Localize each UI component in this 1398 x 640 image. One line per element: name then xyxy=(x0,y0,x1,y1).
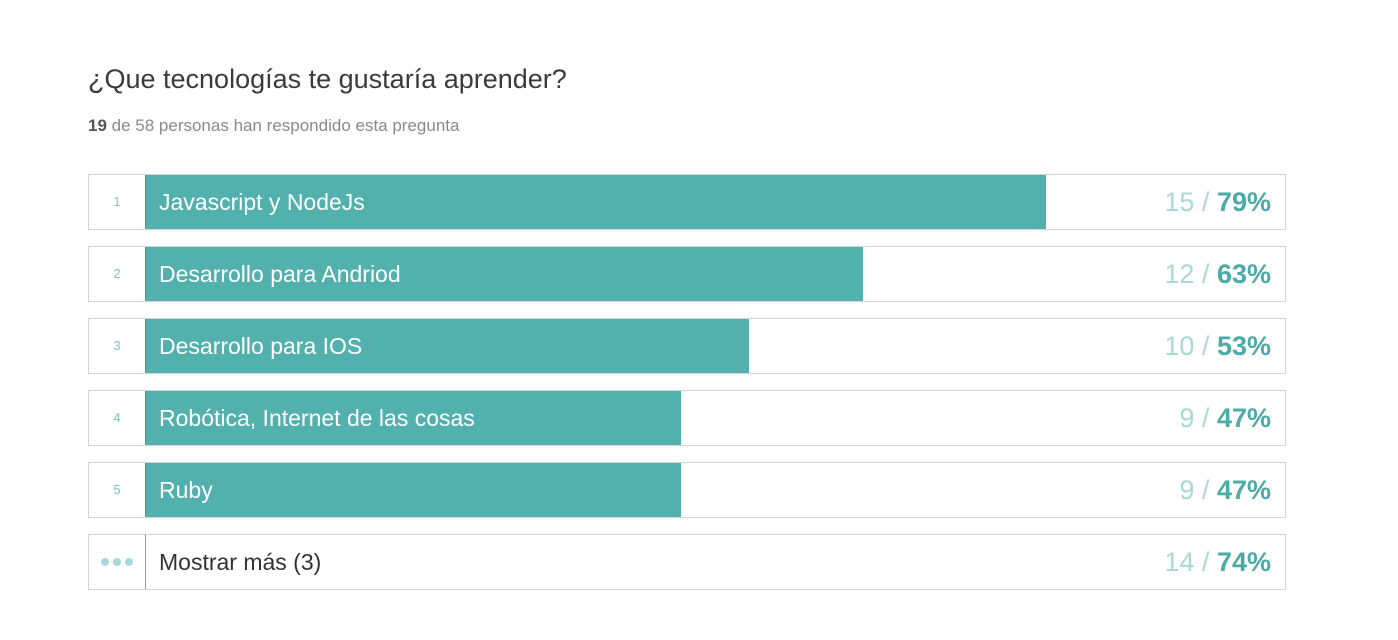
answer-bar xyxy=(145,175,1046,229)
answer-label: Ruby xyxy=(159,477,213,503)
show-more-button[interactable]: Mostrar más (3) 14 / 74% xyxy=(88,534,1286,590)
answer-row: 5 Ruby 9 / 47% xyxy=(88,462,1286,518)
answer-count: 9 xyxy=(1179,475,1195,505)
answer-percent: 79% xyxy=(1216,187,1271,217)
answer-percent: 53% xyxy=(1216,331,1271,361)
show-more-label: Mostrar más (3) xyxy=(159,549,322,575)
question-title: ¿Que tecnologías te gustaría aprender? xyxy=(88,64,567,94)
response-summary: 19 de 58 personas han respondido esta pr… xyxy=(88,116,459,136)
more-dots-icon xyxy=(89,535,146,589)
answer-bar xyxy=(145,391,681,445)
answer-rank: 5 xyxy=(89,463,146,517)
answer-count: 12 xyxy=(1164,259,1195,289)
answer-stats: 9 / 47% xyxy=(1179,463,1271,517)
answer-rank: 1 xyxy=(89,175,146,229)
answer-stats: 10 / 53% xyxy=(1164,319,1271,373)
answer-count: 10 xyxy=(1164,331,1195,361)
answer-label: Desarrollo para Andriod xyxy=(159,261,401,287)
answer-row: 1 Javascript y NodeJs 15 / 79% xyxy=(88,174,1286,230)
answer-rank: 4 xyxy=(89,391,146,445)
answer-bar xyxy=(145,463,681,517)
stat-separator: / xyxy=(1201,331,1210,361)
answer-row: 4 Robótica, Internet de las cosas 9 / 47% xyxy=(88,390,1286,446)
stat-separator: / xyxy=(1201,187,1210,217)
answered-count: 19 xyxy=(88,116,107,135)
stat-separator: / xyxy=(1201,259,1210,289)
answer-label: Robótica, Internet de las cosas xyxy=(159,405,475,431)
response-summary-text: de 58 personas han respondido esta pregu… xyxy=(106,116,460,135)
dot xyxy=(101,558,109,566)
answer-percent: 47% xyxy=(1216,403,1271,433)
stat-separator: / xyxy=(1201,475,1210,505)
answer-percent: 47% xyxy=(1216,475,1271,505)
answer-bar xyxy=(145,247,863,301)
answer-label: Javascript y NodeJs xyxy=(159,189,365,215)
answer-stats: 12 / 63% xyxy=(1164,247,1271,301)
answer-rank: 3 xyxy=(89,319,146,373)
answer-count: 9 xyxy=(1179,403,1195,433)
answer-label: Desarrollo para IOS xyxy=(159,333,363,359)
answer-count: 15 xyxy=(1164,187,1195,217)
answer-percent: 63% xyxy=(1216,259,1271,289)
show-more-percent: 74% xyxy=(1216,547,1271,577)
answer-stats: 9 / 47% xyxy=(1179,391,1271,445)
show-more-stats: 14 / 74% xyxy=(1164,535,1271,589)
answer-row: 3 Desarrollo para IOS 10 / 53% xyxy=(88,318,1286,374)
stat-separator: / xyxy=(1201,403,1210,433)
answer-bar xyxy=(145,319,749,373)
answer-rank: 2 xyxy=(89,247,146,301)
stat-separator: / xyxy=(1201,547,1210,577)
answer-stats: 15 / 79% xyxy=(1164,175,1271,229)
dot xyxy=(125,558,133,566)
show-more-count: 14 xyxy=(1164,547,1195,577)
dot xyxy=(113,558,121,566)
answer-row: 2 Desarrollo para Andriod 12 / 63% xyxy=(88,246,1286,302)
